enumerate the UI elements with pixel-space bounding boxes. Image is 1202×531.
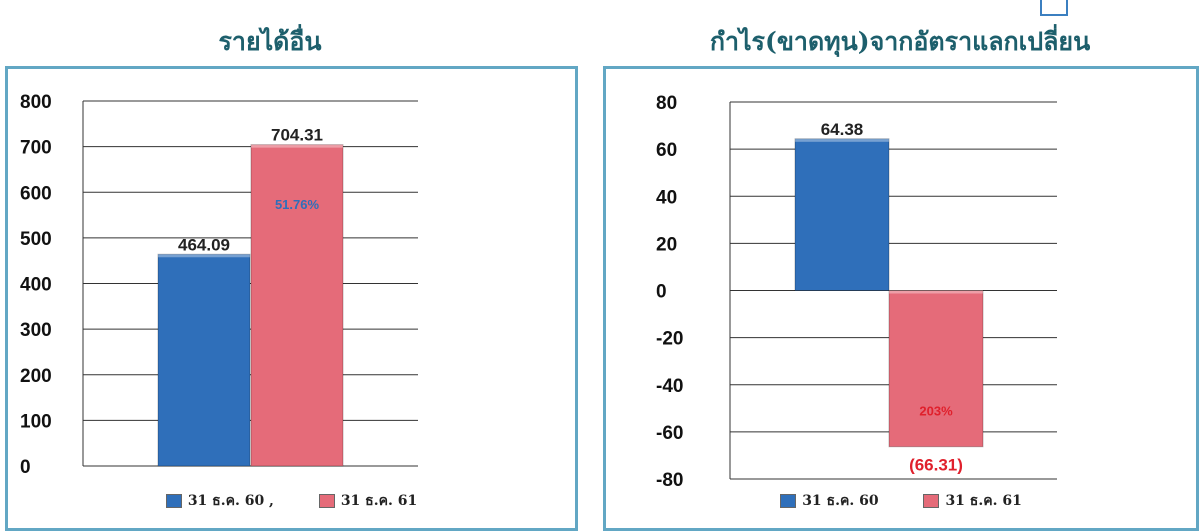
y-tick-label: -80 xyxy=(656,470,683,491)
y-tick-label: 700 xyxy=(20,138,52,159)
y-tick-label: -40 xyxy=(656,376,683,397)
y-tick-label: 500 xyxy=(20,229,52,250)
chart1-plot: 800 700 600 500 400 300 200 100 0 464.09 704.31 51.… xyxy=(20,92,418,478)
bar xyxy=(250,144,344,467)
legend-label: 31 ธ.ค. 60 xyxy=(802,493,879,509)
legend-swatch-red xyxy=(318,494,335,508)
y-tick-label: 40 xyxy=(656,187,677,208)
chart2-title: กำไร(ขาดทุน)จากอัตราแลกเปลี่ยน xyxy=(709,27,1091,56)
y-tick-label: 80 xyxy=(656,93,677,114)
data-label: (66.31) xyxy=(909,456,963,475)
percent-annotation: 51.76% xyxy=(275,197,320,212)
bar xyxy=(888,290,984,448)
bar xyxy=(794,138,890,291)
y-tick-label: -60 xyxy=(656,423,683,444)
percent-annotation: 203% xyxy=(919,403,953,418)
y-tick-label: 400 xyxy=(20,275,52,296)
legend-item-series2: 31 ธ.ค. 61 xyxy=(923,490,1022,512)
y-tick-label: 800 xyxy=(20,92,52,113)
data-label: 64.38 xyxy=(821,120,864,139)
y-tick-label: 0 xyxy=(20,457,31,478)
y-tick-label: 600 xyxy=(20,183,52,204)
chart2-plot: 80 60 40 20 0 -20 -40 -60 -80 64.38 (66.31) 203% xyxy=(656,93,1057,491)
corner-marker xyxy=(1040,0,1068,16)
legend-swatch-blue xyxy=(165,494,182,508)
legend-item-series1: 31 ธ.ค. 60 xyxy=(780,490,879,512)
bar-highlight xyxy=(889,290,983,294)
y-tick-label: -20 xyxy=(656,329,683,350)
bar xyxy=(157,253,251,467)
y-tick-label: 20 xyxy=(656,234,677,255)
y-tick-label: 100 xyxy=(20,411,52,432)
legend-label: 31 ธ.ค. 61 xyxy=(340,493,418,509)
chart1-title: รายได้อื่น xyxy=(218,27,322,56)
y-tick-label: 200 xyxy=(20,366,52,387)
data-label: 704.31 xyxy=(271,126,323,145)
chart2-frame: 80 60 40 20 0 -20 -40 -60 -80 64.38 (66.31) 203% 31… xyxy=(603,66,1199,531)
y-tick-label: 300 xyxy=(20,320,52,341)
y-tick-label: 0 xyxy=(656,282,667,303)
bar-highlight xyxy=(158,254,250,258)
legend-item-series2: 31 ธ.ค. 61 xyxy=(318,490,418,512)
data-label: 464.09 xyxy=(178,235,230,254)
legend-swatch-blue xyxy=(780,494,797,508)
legend-label: 31 ธ.ค. 61 xyxy=(945,493,1022,509)
bar-highlight xyxy=(251,144,343,148)
chart1-legend: 31 ธ.ค. 60 , 31 ธ.ค. 61 xyxy=(8,490,575,512)
y-tick-label: 60 xyxy=(656,140,677,161)
chart2-legend: 31 ธ.ค. 60 31 ธ.ค. 61 xyxy=(606,490,1196,512)
legend-item-series1: 31 ธ.ค. 60 , xyxy=(165,490,274,512)
bar-highlight xyxy=(795,138,889,142)
chart1-frame: 800 700 600 500 400 300 200 100 0 464.09 704.31 51.… xyxy=(5,66,578,531)
legend-label: 31 ธ.ค. 60 , xyxy=(187,493,274,509)
legend-swatch-red xyxy=(923,494,940,508)
